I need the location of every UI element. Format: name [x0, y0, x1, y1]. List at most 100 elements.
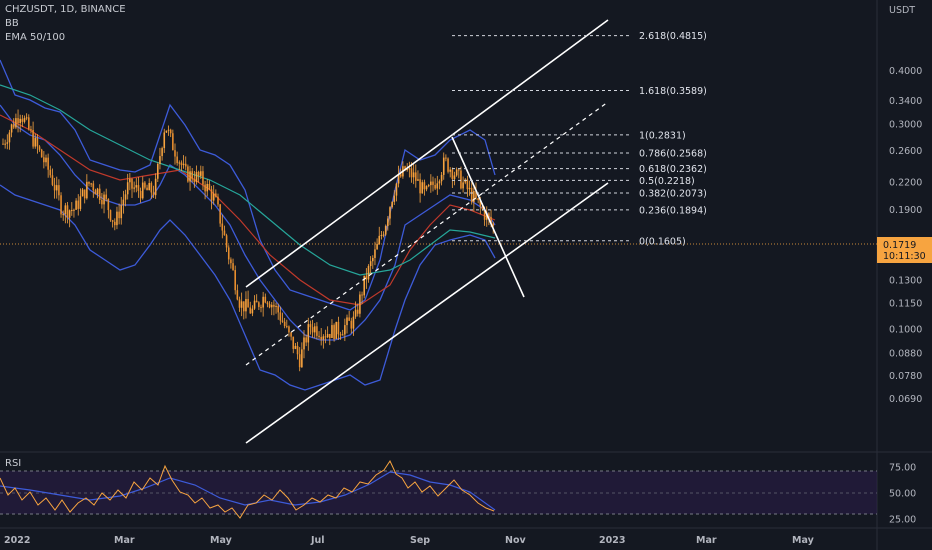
candle-body: [346, 317, 348, 326]
candle-body: [423, 182, 426, 190]
candle-body: [4, 143, 6, 145]
candle-body: [219, 204, 221, 224]
candle-body: [322, 336, 325, 340]
time-axis-ticks: 2022 Mar May Jul Sep Nov 2023 Mar May: [4, 535, 815, 546]
price-tick: 0.0880: [889, 349, 922, 360]
candle-body: [146, 187, 148, 191]
candle-body: [86, 181, 88, 199]
candle-body: [77, 200, 80, 209]
candle-body: [273, 304, 275, 307]
candle-body: [43, 157, 45, 163]
candle-body: [202, 171, 204, 185]
candle-body: [341, 334, 344, 336]
candle-body: [53, 184, 56, 191]
candle-body: [425, 186, 428, 190]
candle-body: [38, 146, 41, 150]
candle-body: [415, 172, 417, 181]
candle-body: [399, 174, 402, 177]
candle-body: [172, 133, 174, 151]
candle-body: [266, 302, 269, 305]
candle-body: [103, 194, 105, 205]
candle-body: [337, 321, 340, 335]
fib-label: 0.618(0.2362): [639, 164, 707, 175]
rsi-ma-line: [0, 471, 496, 511]
candle-body: [283, 321, 286, 327]
rsi-line: [0, 459, 495, 519]
candle-body: [298, 354, 301, 368]
candle-body: [126, 182, 129, 195]
indicator-bb[interactable]: BB: [5, 18, 19, 29]
time-tick: May: [792, 535, 815, 546]
candle-body: [333, 325, 335, 339]
candle-body: [206, 183, 209, 192]
candle-body: [305, 337, 307, 343]
candle-body: [320, 336, 322, 340]
candle-body: [122, 199, 125, 206]
candle-body: [163, 132, 166, 149]
time-tick: 2023: [599, 535, 625, 546]
candle-body: [101, 199, 103, 205]
candle-body: [49, 169, 52, 176]
candle-body: [309, 324, 312, 328]
symbol-title[interactable]: CHZUSDT, 1D, BINANCE: [5, 4, 126, 15]
candle-body: [359, 294, 361, 314]
candle-body: [90, 183, 92, 185]
fib-label: 0(0.1605): [639, 236, 686, 247]
candle-body: [468, 187, 471, 190]
candle-body: [275, 305, 277, 307]
candle-body: [118, 211, 120, 219]
indicator-ema[interactable]: EMA 50/100: [5, 32, 66, 43]
candle-body: [281, 320, 284, 322]
candle-body: [120, 205, 123, 219]
countdown-timer: 10:11:30: [883, 251, 926, 262]
candle-body: [62, 214, 64, 216]
candle-body: [490, 216, 492, 224]
candle-body: [296, 345, 299, 355]
candle-body: [193, 179, 196, 182]
candle-body: [66, 205, 69, 218]
candle-body: [169, 129, 172, 134]
candle-body: [60, 195, 62, 215]
price-tick: 0.2200: [889, 177, 922, 188]
bb-upper: [0, 59, 496, 311]
candle-body: [148, 183, 150, 191]
candle-body: [335, 321, 338, 339]
candle-body: [133, 187, 135, 189]
price-axis-unit: USDT: [889, 5, 915, 16]
candle-body: [176, 156, 178, 164]
candle-body: [324, 336, 327, 338]
candle-body: [75, 200, 77, 210]
candle-body: [200, 171, 202, 176]
candle-body: [255, 300, 258, 303]
candle-body: [363, 275, 365, 296]
candle-body: [462, 182, 464, 189]
candle-body: [447, 158, 449, 172]
candle-body: [466, 179, 469, 190]
channel-mid: [245, 101, 609, 366]
candle-body: [135, 185, 138, 188]
candle-body: [25, 117, 28, 119]
candle-body: [350, 320, 353, 329]
rsi-tick: 50.00: [889, 489, 916, 500]
candle-body: [410, 168, 413, 178]
candle-body: [208, 183, 211, 190]
candle-body: [174, 150, 176, 157]
candle-body: [152, 192, 155, 196]
candle-body: [397, 174, 400, 184]
candle-body: [432, 181, 434, 185]
candle-body: [223, 230, 226, 236]
candle-body: [247, 298, 249, 308]
candle-body: [28, 117, 30, 130]
time-tick: Nov: [505, 535, 526, 546]
candle-body: [88, 181, 90, 184]
candle-body: [268, 304, 271, 308]
candle-body: [47, 157, 49, 170]
candle-body: [215, 193, 217, 197]
rsi-tick: 75.00: [889, 463, 916, 474]
candle-body: [479, 199, 482, 206]
indicator-rsi[interactable]: RSI: [5, 458, 22, 469]
candle-body: [71, 210, 73, 212]
fib-label: 0.382(0.2073): [639, 189, 707, 200]
